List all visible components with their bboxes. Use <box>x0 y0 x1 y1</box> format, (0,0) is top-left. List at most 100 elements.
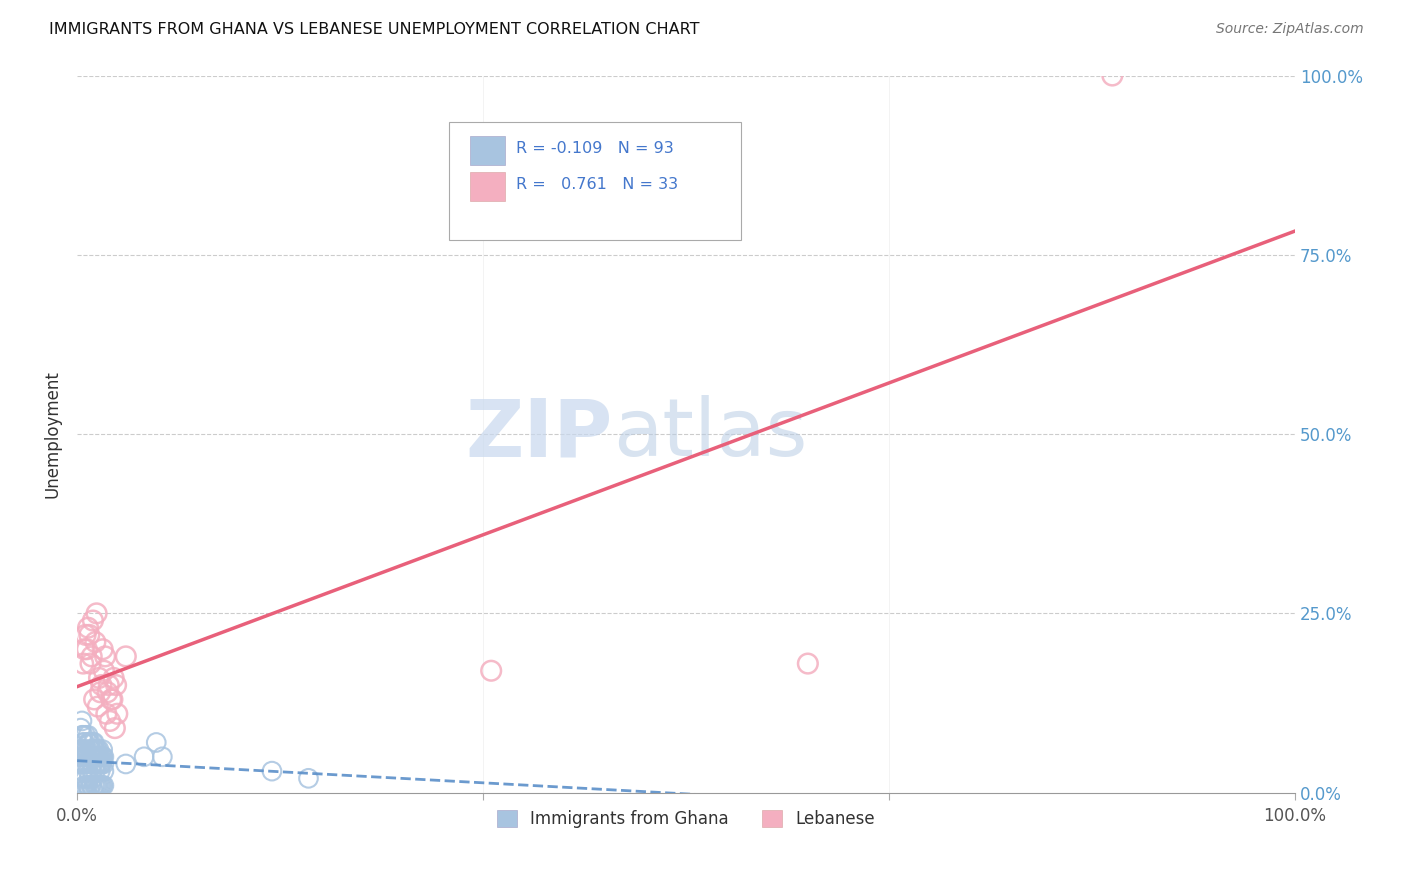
Point <box>73 735 96 749</box>
Point <box>90 678 112 692</box>
Point <box>70 714 93 728</box>
Point <box>82 782 104 797</box>
Point <box>90 756 112 771</box>
Point <box>86 756 108 771</box>
Point <box>100 692 122 706</box>
Point <box>79 657 101 671</box>
Point <box>76 742 98 756</box>
Point <box>70 728 93 742</box>
Point <box>73 756 96 771</box>
Point <box>69 721 91 735</box>
Point <box>260 764 283 779</box>
Point <box>89 685 111 699</box>
Point <box>93 764 115 779</box>
Point <box>91 779 114 793</box>
Point <box>76 642 98 657</box>
Point <box>80 742 103 756</box>
Point <box>104 721 127 735</box>
Point <box>96 706 118 721</box>
Point <box>90 756 112 771</box>
Point <box>77 728 100 742</box>
Point <box>76 756 98 771</box>
Point <box>83 692 105 706</box>
Point <box>84 749 107 764</box>
Point <box>77 749 100 764</box>
Point <box>91 749 114 764</box>
Point <box>91 642 114 657</box>
Point <box>87 779 110 793</box>
Point <box>105 706 128 721</box>
Point <box>82 735 104 749</box>
Point <box>75 772 97 786</box>
Point <box>82 614 104 628</box>
Point <box>96 685 118 699</box>
FancyBboxPatch shape <box>449 122 741 241</box>
Point <box>93 779 115 793</box>
Point <box>76 749 98 764</box>
Text: R = -0.109   N = 93: R = -0.109 N = 93 <box>516 141 673 156</box>
Point <box>79 735 101 749</box>
Point <box>75 782 97 797</box>
Point <box>77 621 100 635</box>
Point <box>73 642 96 657</box>
Point <box>97 678 120 692</box>
Point <box>80 756 103 771</box>
Point <box>91 742 114 756</box>
Point <box>89 749 111 764</box>
Point <box>73 756 96 771</box>
Point <box>87 749 110 764</box>
Point <box>72 728 94 742</box>
Point <box>83 779 105 793</box>
Point <box>297 772 319 786</box>
Point <box>86 779 108 793</box>
Point <box>75 749 97 764</box>
Point <box>93 749 115 764</box>
Text: atlas: atlas <box>613 395 807 473</box>
Point <box>90 779 112 793</box>
Point <box>84 635 107 649</box>
Point <box>105 678 128 692</box>
Point <box>94 649 117 664</box>
Y-axis label: Unemployment: Unemployment <box>44 370 60 498</box>
Text: ZIP: ZIP <box>465 395 613 473</box>
Point <box>103 671 125 685</box>
Point <box>114 649 136 664</box>
Point <box>77 628 100 642</box>
Point <box>80 649 103 664</box>
Point <box>87 756 110 771</box>
Point <box>797 657 820 671</box>
Point <box>77 764 100 779</box>
Text: IMMIGRANTS FROM GHANA VS LEBANESE UNEMPLOYMENT CORRELATION CHART: IMMIGRANTS FROM GHANA VS LEBANESE UNEMPL… <box>49 22 700 37</box>
Point <box>87 742 110 756</box>
Text: Source: ZipAtlas.com: Source: ZipAtlas.com <box>1216 22 1364 37</box>
Point <box>87 742 110 756</box>
Point <box>72 657 94 671</box>
Point <box>98 714 121 728</box>
Point <box>479 664 502 678</box>
Point <box>84 742 107 756</box>
Point <box>75 628 97 642</box>
Point <box>77 735 100 749</box>
Point <box>70 764 93 779</box>
Point <box>72 772 94 786</box>
Point <box>150 749 173 764</box>
Point <box>77 779 100 793</box>
Point <box>82 756 104 771</box>
Point <box>76 779 98 793</box>
Point <box>89 756 111 771</box>
Point <box>87 671 110 685</box>
Point <box>79 749 101 764</box>
FancyBboxPatch shape <box>471 136 505 165</box>
Point <box>86 749 108 764</box>
Point <box>87 756 110 771</box>
Point <box>87 779 110 793</box>
Legend: Immigrants from Ghana, Lebanese: Immigrants from Ghana, Lebanese <box>491 803 882 835</box>
Point <box>72 735 94 749</box>
Point <box>70 742 93 756</box>
Point <box>77 756 100 771</box>
Point <box>77 782 100 797</box>
Point <box>79 742 101 756</box>
Point <box>1101 69 1123 83</box>
Point <box>89 779 111 793</box>
Point <box>91 749 114 764</box>
